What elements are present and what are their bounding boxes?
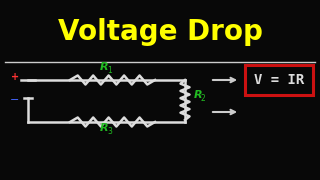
- Text: −: −: [10, 95, 20, 105]
- Text: R: R: [100, 62, 109, 72]
- Bar: [245, 65, 313, 95]
- Text: R: R: [194, 90, 202, 100]
- Text: 2: 2: [201, 94, 205, 103]
- Text: Voltage Drop: Voltage Drop: [58, 18, 262, 46]
- Text: V = IR: V = IR: [254, 73, 304, 87]
- Text: R: R: [100, 123, 109, 133]
- Text: 1: 1: [107, 66, 112, 75]
- Text: +: +: [11, 72, 19, 82]
- Text: 3: 3: [107, 127, 112, 136]
